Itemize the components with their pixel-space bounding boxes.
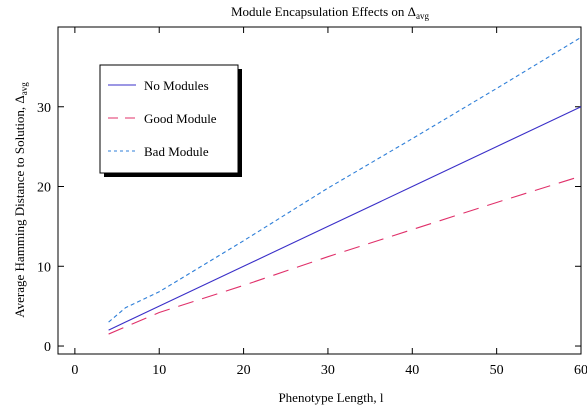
series-line-no-modules (108, 106, 582, 331)
y-tick-label: 20 (37, 181, 51, 196)
x-tick-label: 10 (152, 363, 166, 378)
legend-label: Good Module (144, 111, 217, 126)
x-tick-label: 20 (237, 363, 251, 378)
plot-frame (57, 26, 582, 355)
series-line-bad-module (108, 36, 582, 323)
x-tick-label: 30 (321, 363, 335, 378)
axis-ticks: 0 10 20 30 40 50 60 0 10 20 30 (37, 27, 587, 378)
legend: No Modules Good Module Bad Module (99, 64, 242, 177)
legend-label: No Modules (144, 78, 209, 93)
x-tick-label: 40 (405, 363, 419, 378)
series-line-good-module (108, 175, 582, 335)
x-axis-label: Phenotype Length, l (278, 390, 383, 405)
y-tick-label: 30 (37, 101, 51, 116)
series-layer (108, 36, 582, 335)
x-tick-label: 60 (574, 363, 587, 378)
y-tick-label: 0 (44, 340, 51, 355)
legend-box (99, 64, 239, 174)
x-tick-label: 0 (71, 363, 78, 378)
x-tick-label: 50 (490, 363, 504, 378)
y-tick-label: 10 (37, 260, 51, 275)
chart-title: Module Encapsulation Effects on Δavg (231, 4, 430, 21)
legend-label: Bad Module (144, 144, 209, 159)
y-axis-label: Average Hamming Distance to Solution, Δa… (12, 82, 29, 318)
